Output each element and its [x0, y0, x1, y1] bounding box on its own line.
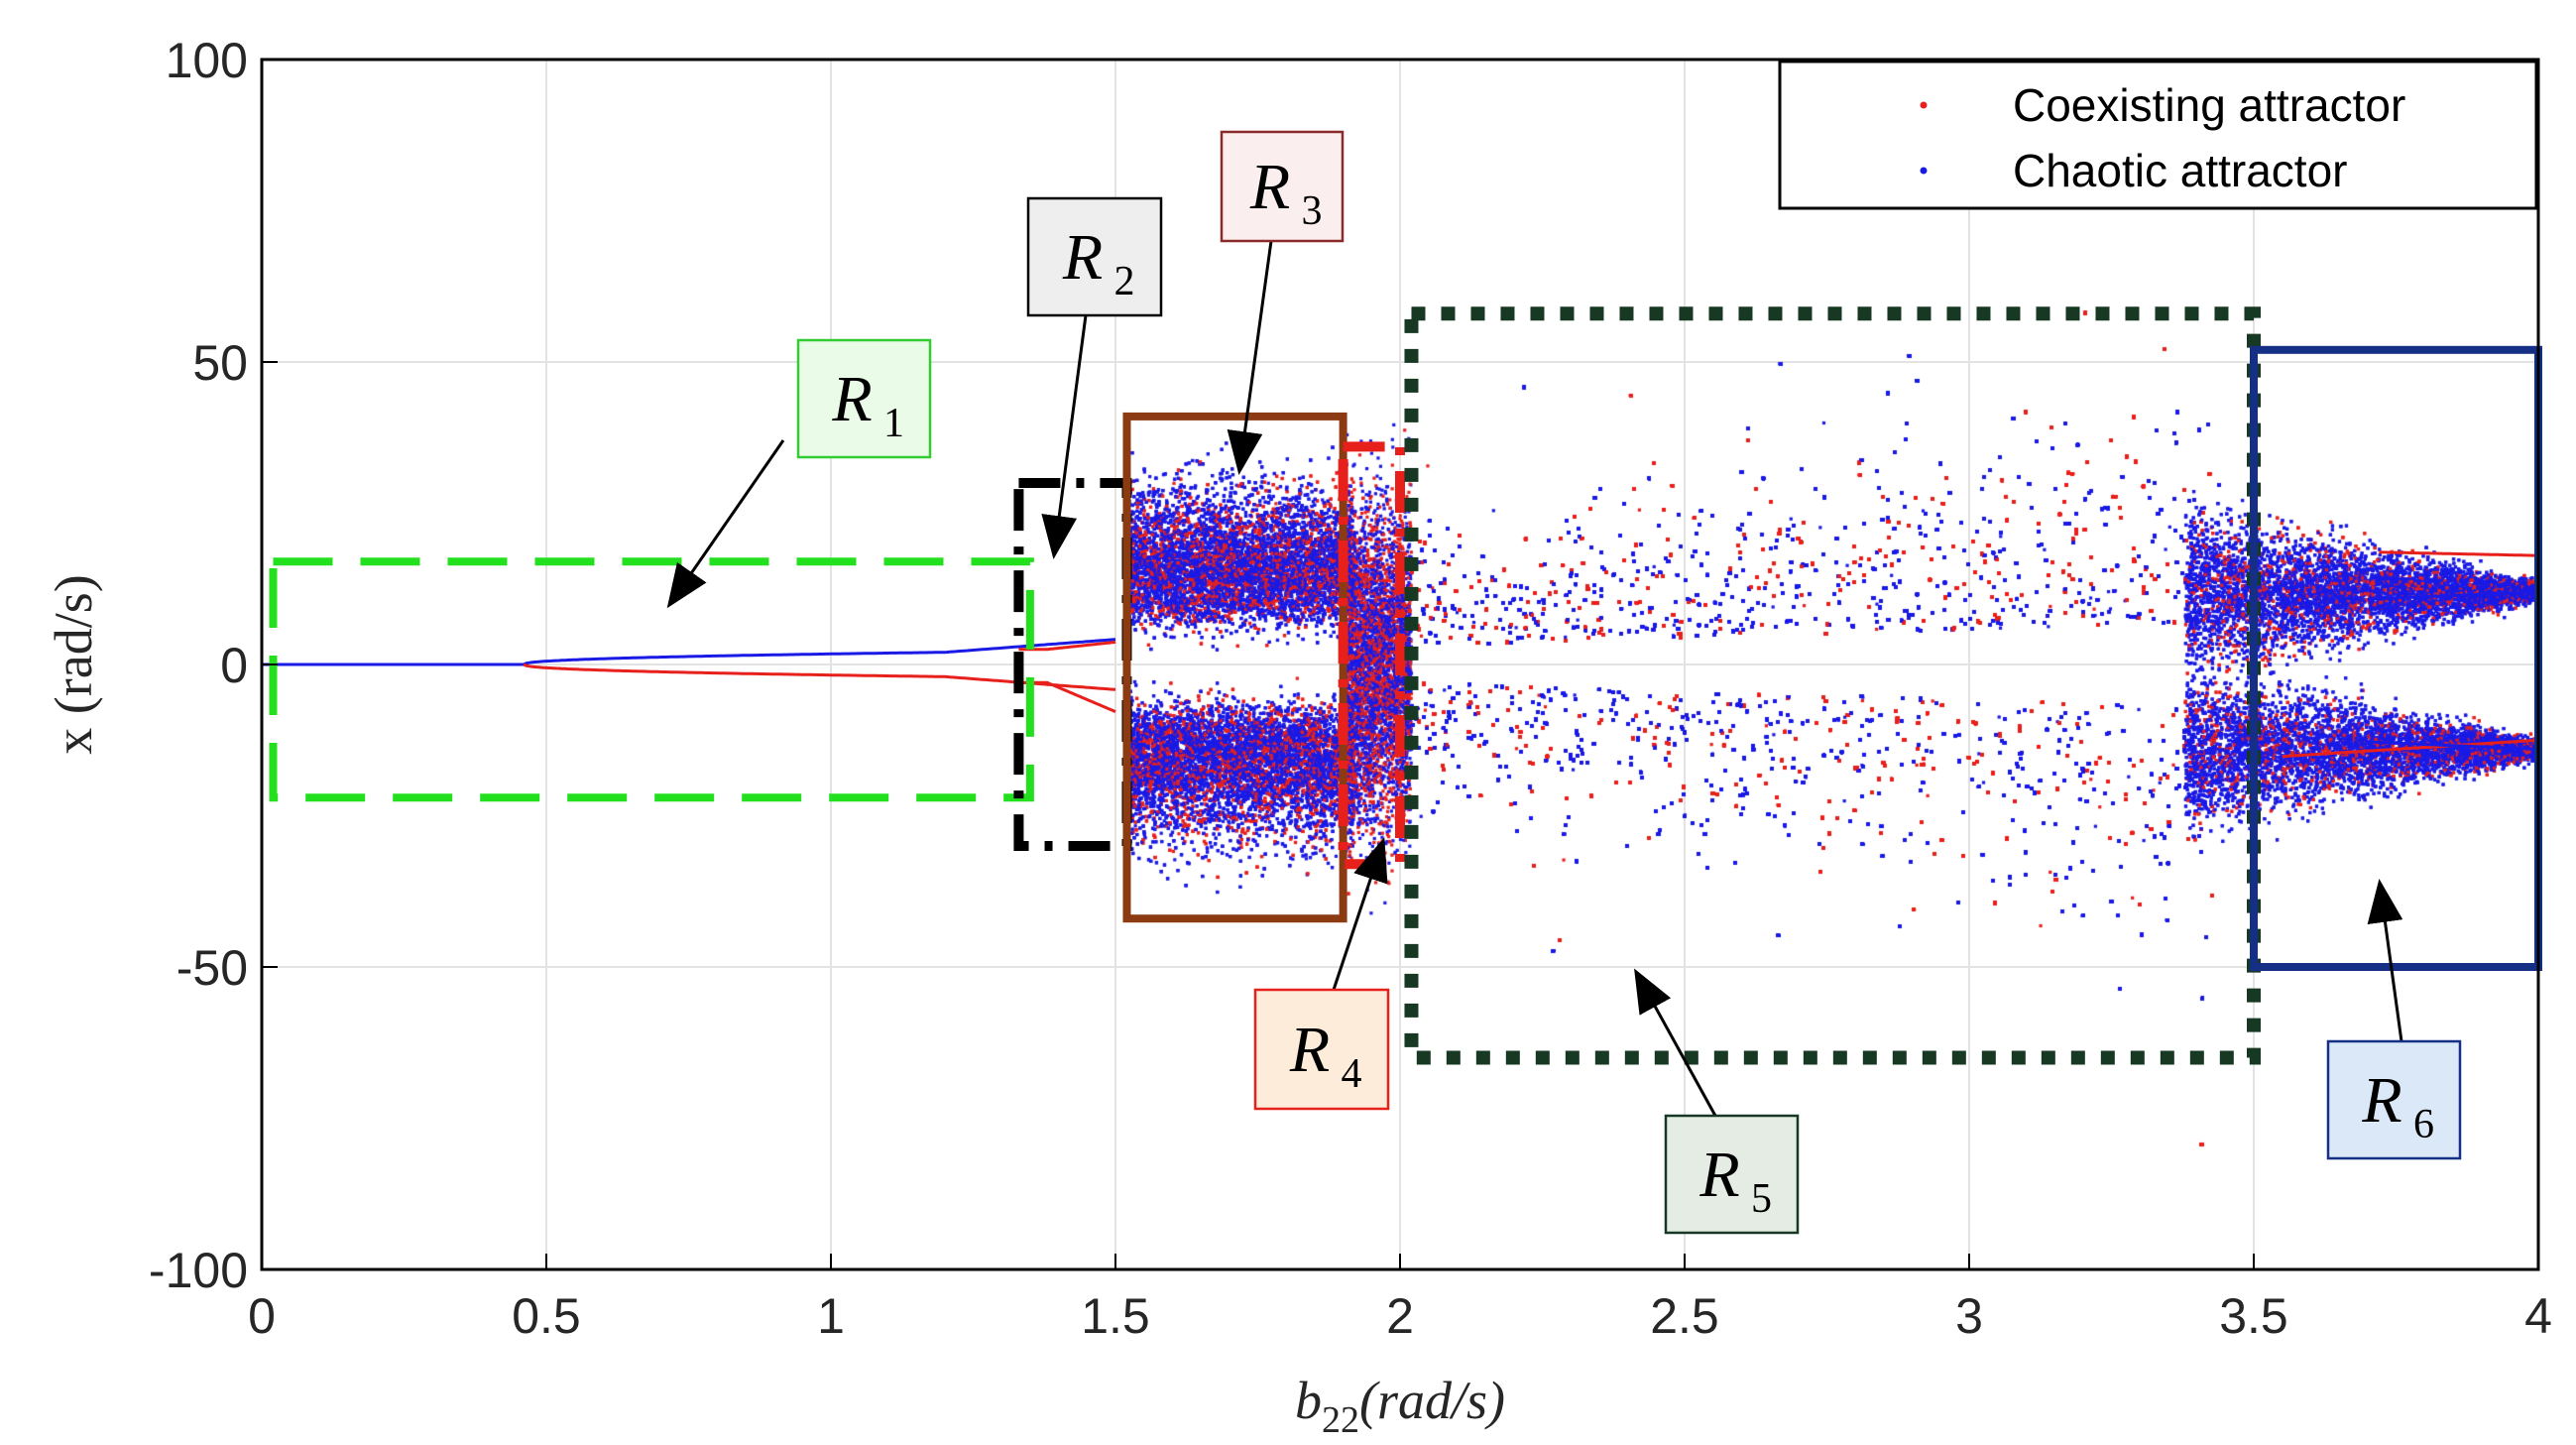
region-label-r5: R: [1698, 1139, 1739, 1211]
region-label-r3: R: [1249, 151, 1290, 223]
region-label-sub-r4: 4: [1342, 1051, 1362, 1097]
region-box-r2: [1013, 478, 1132, 851]
y-tick-label: 100: [166, 33, 248, 88]
region-label-r4: R: [1289, 1014, 1330, 1086]
region-label-box-r3: [1220, 130, 1345, 243]
region-label-sub-r5: 5: [1751, 1176, 1772, 1222]
region-label-box-r5: [1664, 1114, 1800, 1235]
legend-marker-chaotic: [1920, 167, 1928, 175]
x-tick-label: 0.5: [512, 1288, 581, 1344]
region-label-sub-r1: 1: [883, 401, 904, 446]
x-tick-label: 3.5: [2219, 1288, 2288, 1344]
arrow-r5: [1634, 968, 1717, 1117]
region-box-r3: [1122, 412, 1347, 923]
x-tick-label: 0: [248, 1288, 276, 1344]
region-label-box-r6: [2326, 1039, 2462, 1160]
y-tick-label: -50: [176, 940, 248, 996]
region-label-box-r4: [1253, 988, 1390, 1111]
region-label-box-r1: [796, 338, 932, 459]
region-label-sub-r2: 2: [1114, 259, 1135, 304]
region-arrows: [666, 240, 2403, 1117]
region-label-sub-r6: 6: [2413, 1102, 2434, 1147]
region-label-sub-r3: 3: [1302, 188, 1323, 234]
region-labels: R 1R 2R 3R 4R 5R 6: [796, 130, 2462, 1235]
legend-marker-coexisting: [1920, 101, 1928, 109]
x-tick-label: 2.5: [1650, 1288, 1719, 1344]
region-label-r2: R: [1062, 221, 1103, 294]
legend-box: [1778, 60, 2538, 210]
arrow-r2: [1041, 314, 1088, 559]
x-tick-label: 1: [817, 1288, 845, 1344]
y-tick-label: 50: [192, 335, 248, 391]
x-tick-label: 1.5: [1081, 1288, 1150, 1344]
region-boxes: [269, 306, 2542, 1065]
x-tick-label: 2: [1386, 1288, 1414, 1344]
legend-label-chaotic: Chaotic attractor: [2013, 145, 2347, 196]
legend-label-coexisting: Coexisting attractor: [2013, 79, 2405, 131]
curve-blue-tail-lower: [2367, 740, 2538, 751]
curve-blue-upper: [523, 638, 1116, 666]
curve-red-tail-upper: [2379, 550, 2538, 557]
curve-red-branch-1: [1018, 680, 1116, 713]
arrow-r3: [1227, 240, 1273, 475]
region-label-r1: R: [831, 363, 872, 435]
region-box-r5: [1404, 306, 2261, 1065]
curve-red-tail-lower: [2282, 738, 2538, 759]
region-label-box-r2: [1026, 196, 1163, 317]
curve-blue-tail-upper: [2367, 590, 2538, 601]
axis-ticks: 0 0.5 1 1.5 2 2.5 3 3.5 4 100 50 0 -50 -100: [149, 33, 2552, 1344]
curve-red-branch-2: [1018, 640, 1116, 652]
region-box-r1: [269, 557, 1034, 802]
arrow-r4: [1332, 837, 1388, 991]
y-tick-label: -100: [149, 1243, 248, 1298]
y-axis-label: x (rad/s): [44, 574, 103, 754]
x-tick-label: 4: [2524, 1288, 2552, 1344]
x-tick-label: 3: [1955, 1288, 1983, 1344]
y-tick-label: 0: [220, 638, 248, 693]
arrow-r6: [2367, 879, 2403, 1042]
region-label-r6: R: [2361, 1064, 2401, 1137]
arrow-r1: [666, 439, 785, 609]
legend: Coexisting attractor Chaotic attractor: [1778, 60, 2538, 210]
x-axis-label: b22(rad/s): [1295, 1371, 1505, 1441]
